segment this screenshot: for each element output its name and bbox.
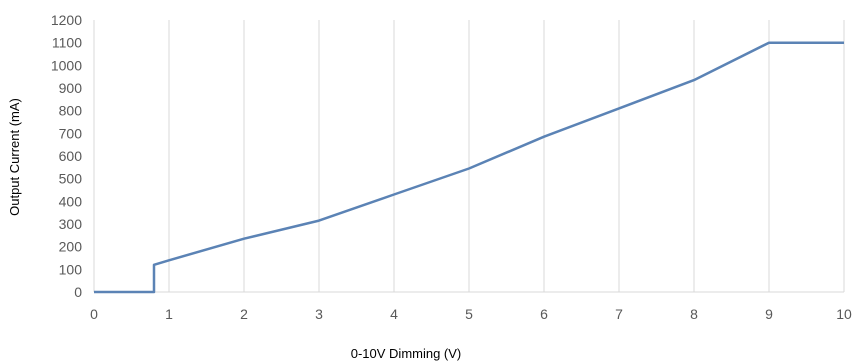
x-tick-label: 1 bbox=[165, 306, 173, 322]
y-tick-label: 0 bbox=[74, 284, 82, 300]
y-tick-label: 200 bbox=[59, 239, 83, 255]
x-tick-label: 5 bbox=[465, 306, 473, 322]
x-axis-label: 0-10V Dimming (V) bbox=[351, 346, 462, 361]
y-tick-label: 1000 bbox=[51, 57, 82, 73]
y-tick-label: 900 bbox=[59, 80, 83, 96]
y-tick-label: 800 bbox=[59, 103, 83, 119]
y-tick-label: 100 bbox=[59, 261, 83, 277]
y-tick-label: 1100 bbox=[52, 35, 82, 51]
y-tick-label: 500 bbox=[59, 171, 83, 187]
y-tick-label: 300 bbox=[59, 216, 83, 232]
y-tick-labels: 0 100 200 300 400 500 600 700 800 900 1000 1100 1200 bbox=[51, 12, 82, 300]
x-tick-label: 6 bbox=[540, 306, 548, 322]
series-group bbox=[94, 41, 844, 294]
x-tick-label: 0 bbox=[90, 306, 98, 322]
x-tick-label: 3 bbox=[315, 306, 323, 322]
grid-lines bbox=[93, 20, 845, 293]
x-tick-label: 7 bbox=[615, 306, 623, 322]
y-tick-label: 400 bbox=[59, 193, 83, 209]
series-line bbox=[94, 41, 844, 294]
y-tick-label: 600 bbox=[59, 148, 83, 164]
y-tick-label: 700 bbox=[59, 125, 83, 141]
x-tick-label: 4 bbox=[390, 306, 398, 322]
x-tick-label: 10 bbox=[836, 306, 852, 322]
x-tick-label: 9 bbox=[765, 306, 773, 322]
x-tick-label: 2 bbox=[240, 306, 248, 322]
x-tick-labels: 0 1 2 3 4 5 6 7 8 9 10 bbox=[90, 306, 852, 322]
y-tick-label: 1200 bbox=[51, 12, 82, 28]
x-tick-label: 8 bbox=[690, 306, 698, 322]
y-axis-label: Output Current (mA) bbox=[7, 98, 22, 216]
